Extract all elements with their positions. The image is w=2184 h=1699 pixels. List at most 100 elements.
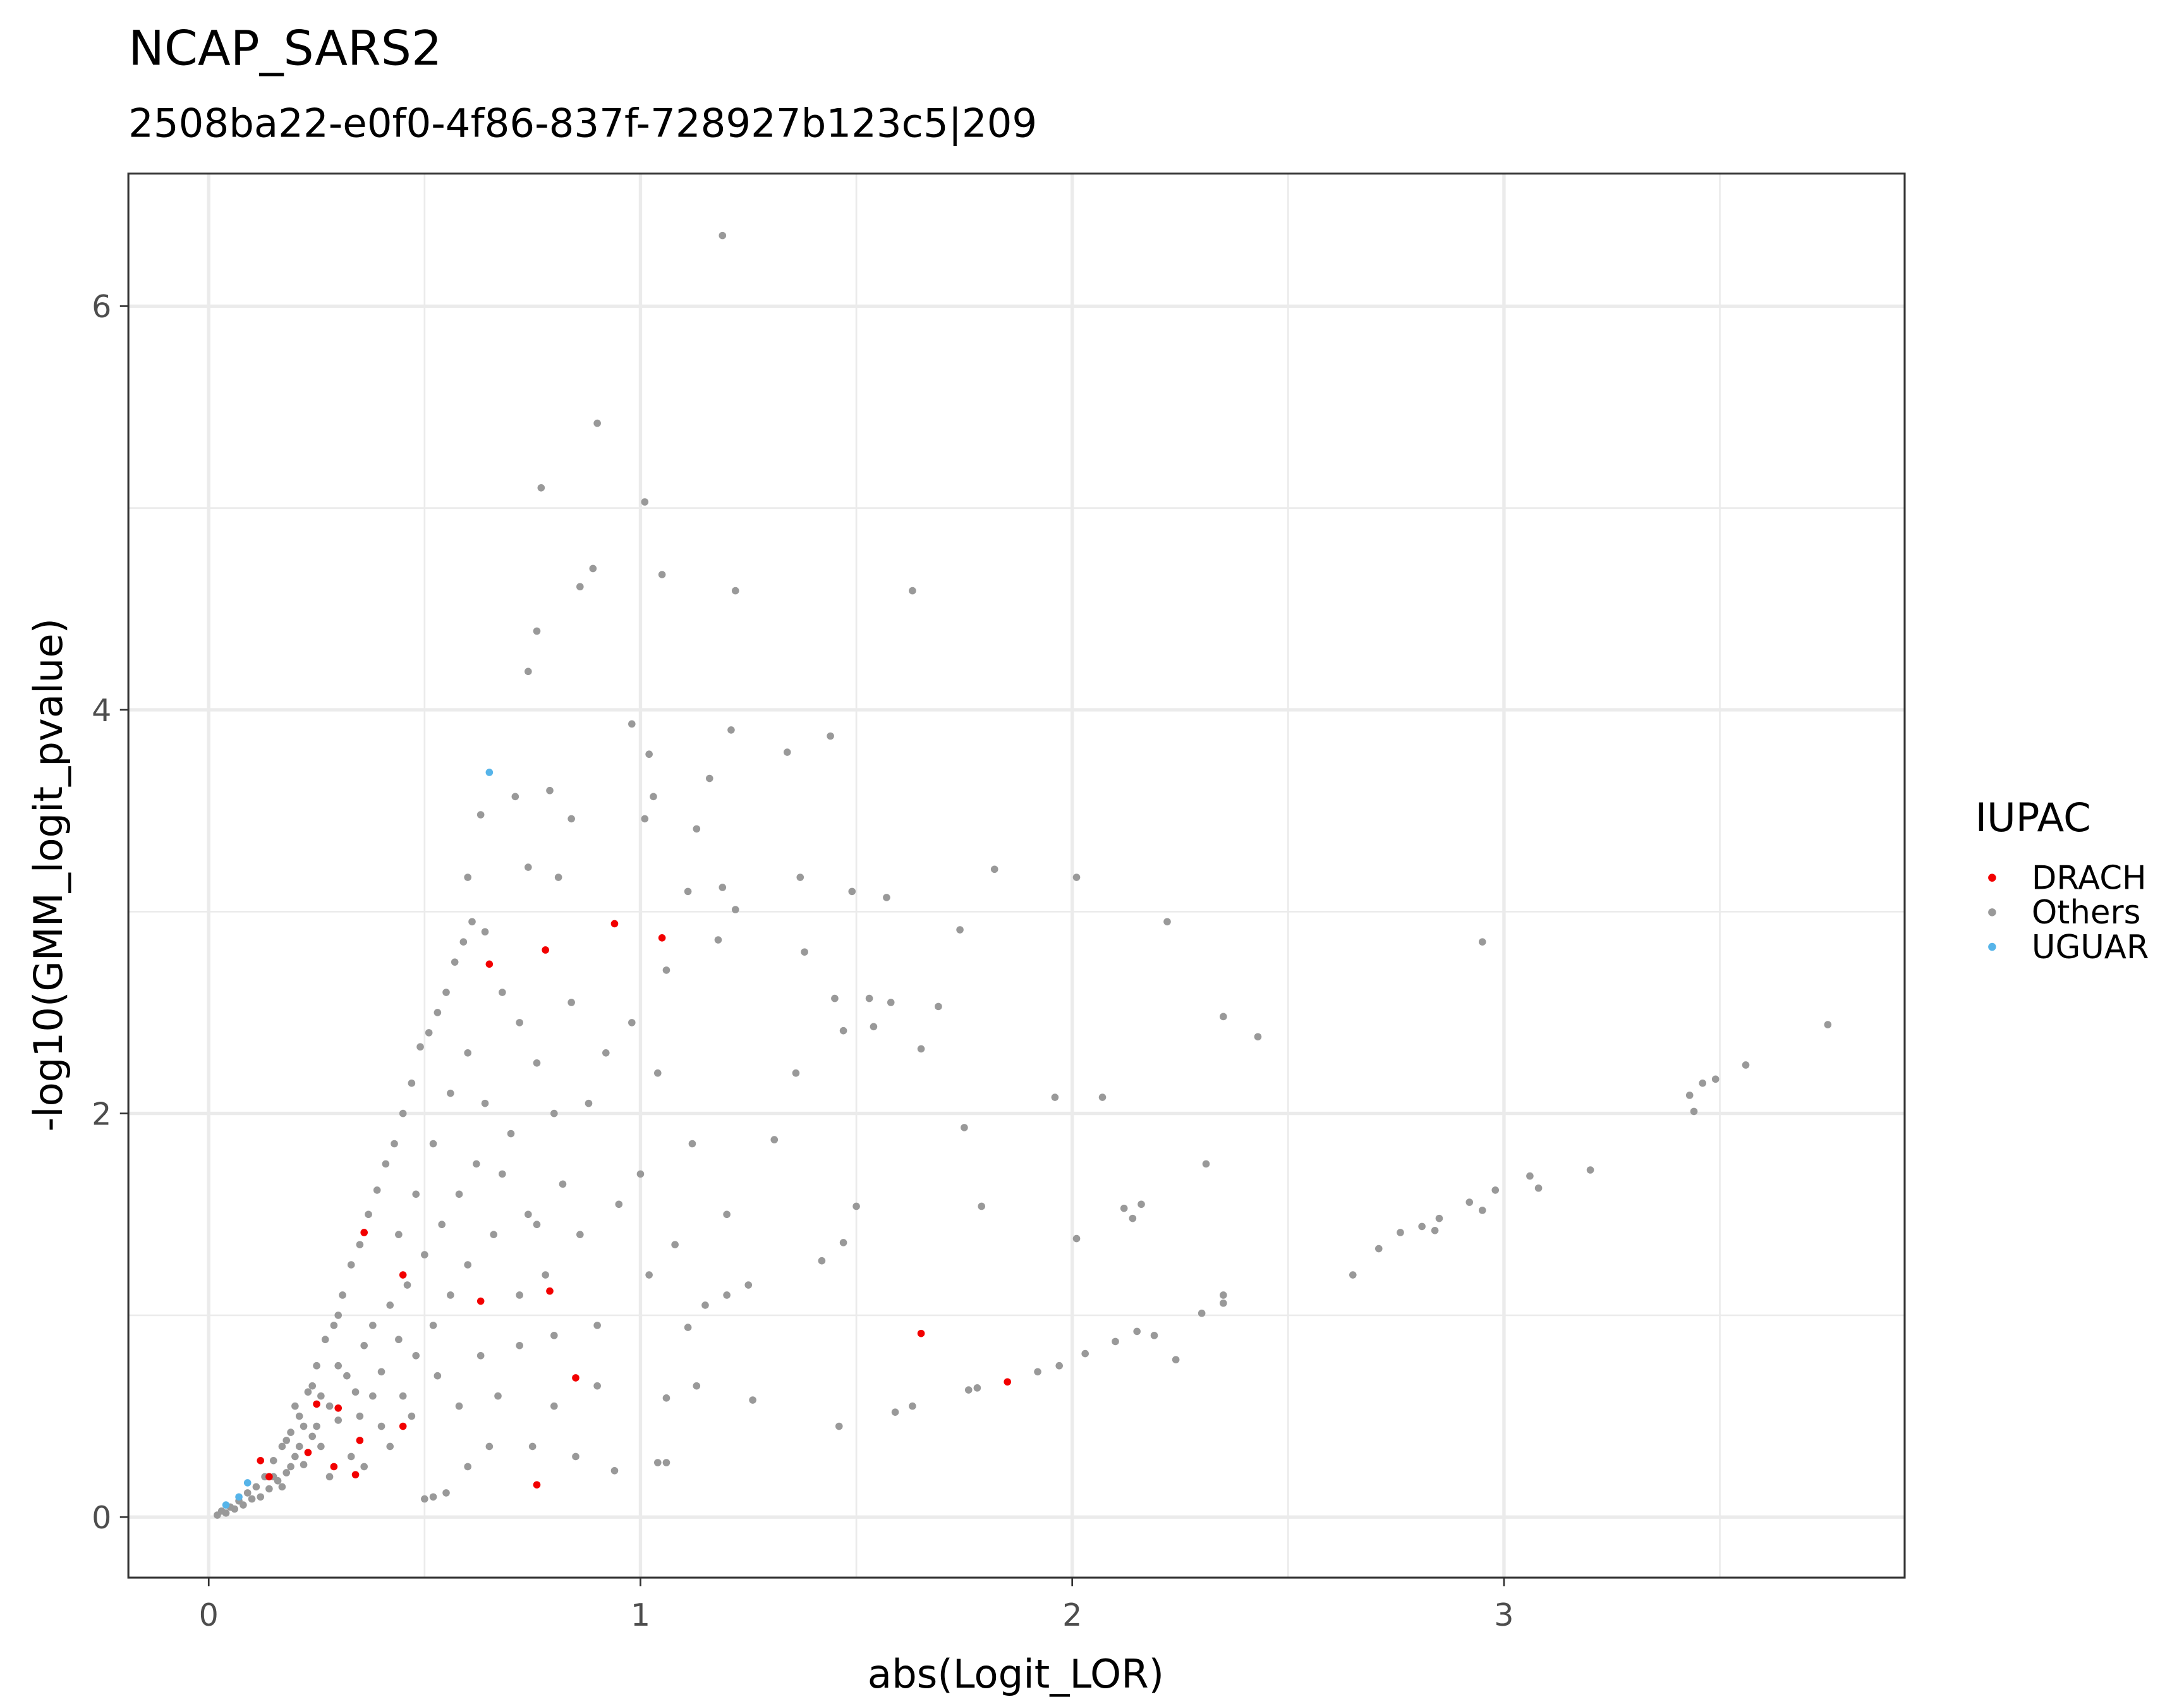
point (528, 1442, 537, 1451)
point (848, 887, 856, 896)
point (688, 1140, 696, 1148)
point (339, 1291, 346, 1299)
point (429, 1140, 437, 1148)
point (464, 874, 471, 881)
point (602, 1049, 610, 1057)
point (593, 1322, 601, 1329)
legend-swatch (1988, 874, 1996, 882)
point (1004, 1378, 1012, 1386)
point (973, 1384, 981, 1392)
legend-swatch (1988, 908, 1996, 916)
point (831, 994, 839, 1002)
point (533, 1059, 541, 1067)
point (451, 958, 459, 966)
point (935, 1002, 942, 1011)
point (308, 1432, 317, 1440)
point (723, 1210, 731, 1219)
legend-swatch (1988, 942, 1996, 951)
point (731, 906, 739, 913)
point (1220, 1013, 1227, 1021)
point (827, 732, 834, 740)
point (1081, 1349, 1089, 1358)
point (516, 1341, 523, 1349)
y-axis-title: -log10(GMM_logit_pvalue) (25, 618, 71, 1131)
point (956, 926, 964, 934)
point (546, 1287, 554, 1295)
point (455, 1402, 463, 1410)
point (650, 793, 657, 801)
point (533, 627, 541, 635)
point (468, 918, 476, 926)
point (1254, 1033, 1262, 1041)
point (282, 1469, 291, 1477)
point (291, 1452, 299, 1461)
point (416, 1043, 424, 1051)
point (693, 825, 701, 833)
point (295, 1442, 303, 1451)
point (464, 1463, 471, 1471)
point (1465, 1198, 1474, 1206)
point (243, 1479, 252, 1487)
point (1034, 1368, 1041, 1376)
point (1349, 1271, 1357, 1279)
point (269, 1456, 277, 1465)
point (334, 1416, 343, 1424)
point (421, 1495, 428, 1503)
point (525, 863, 532, 871)
point (408, 1412, 416, 1420)
point (391, 1140, 398, 1148)
point (1742, 1061, 1750, 1069)
point (731, 587, 739, 595)
point (248, 1495, 256, 1503)
point (662, 966, 670, 974)
point (291, 1402, 299, 1410)
point (399, 1392, 407, 1400)
point (313, 1361, 320, 1370)
point (490, 1231, 497, 1238)
point (304, 1388, 312, 1396)
point (412, 1351, 420, 1360)
point (360, 1341, 368, 1349)
x-tick-label: 3 (1494, 1597, 1514, 1633)
axes: 0 1 2 3 0 2 4 6 (92, 173, 1906, 1633)
point (1397, 1229, 1404, 1236)
point (347, 1261, 355, 1269)
point (334, 1404, 343, 1412)
point (377, 1368, 385, 1376)
point (964, 1386, 973, 1394)
point (801, 948, 808, 956)
y-tick-label: 0 (92, 1499, 111, 1536)
point (434, 1009, 442, 1016)
point (723, 1291, 731, 1299)
point (395, 1336, 403, 1344)
point (265, 1473, 273, 1481)
y-tick-label: 2 (92, 1095, 111, 1132)
point (473, 1160, 480, 1168)
point (1202, 1160, 1210, 1168)
point (365, 1210, 372, 1219)
point (265, 1485, 273, 1493)
point (839, 1026, 847, 1035)
point (1163, 918, 1171, 926)
point (835, 1422, 843, 1430)
point (719, 231, 727, 240)
point (572, 1374, 579, 1382)
y-tick-label: 4 (92, 692, 111, 729)
point (499, 1170, 506, 1178)
point (485, 769, 494, 776)
point (628, 720, 636, 728)
point (481, 1099, 489, 1107)
point (567, 815, 575, 823)
grid (128, 173, 1905, 1578)
point (628, 1019, 636, 1026)
point (287, 1428, 294, 1436)
point (1098, 1093, 1107, 1101)
point (550, 1402, 558, 1410)
point (671, 1241, 679, 1248)
point (356, 1241, 364, 1248)
point (978, 1202, 986, 1210)
point (386, 1301, 394, 1309)
point (1586, 1166, 1594, 1174)
point (567, 999, 575, 1006)
point (533, 1221, 541, 1229)
